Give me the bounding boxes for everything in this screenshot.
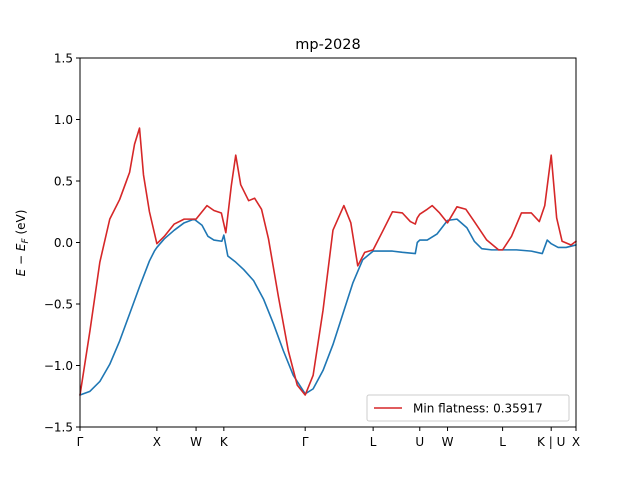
y-axis-label: E − EF (eV) [14,210,31,277]
y-tick-label: −0.5 [44,298,73,312]
x-tick-label: K | U [537,435,565,449]
y-tick-label: 1.0 [54,113,73,127]
y-axis-label-group: E − EF (eV) [14,210,31,277]
x-tick-label: L [499,435,506,449]
x-tick-label: K [220,435,229,449]
x-tick-label: W [190,435,202,449]
y-tick-label: −1.5 [44,421,73,435]
x-tick-label: L [370,435,377,449]
y-tick-label: 0.5 [54,175,73,189]
plot-frame [79,57,577,428]
legend-box [366,394,570,422]
x-tick-label: U [415,435,424,449]
series-layer [79,127,577,396]
series-line-2 [79,127,577,396]
x-axis-ticks: Γ X W K Γ L U W L K | U X [77,427,580,449]
y-axis-ticks: −1.5 −1.0 −0.5 0.0 0.5 1.0 1.5 [44,52,80,435]
legend-label: Min flatness: 0.35917 [413,402,543,416]
x-tick-label: W [442,435,454,449]
y-tick-label: 1.5 [54,52,73,66]
y-tick-label: 0.0 [54,236,73,250]
x-tick-label: X [572,435,580,449]
x-tick-label: Γ [302,435,309,449]
x-tick-label: Γ [77,435,84,449]
series-line-1 [79,218,577,396]
legend: Min flatness: 0.35917 [366,394,570,422]
x-tick-label: X [153,435,161,449]
y-tick-label: −1.0 [44,359,73,373]
chart-title: mp-2028 [295,37,360,53]
